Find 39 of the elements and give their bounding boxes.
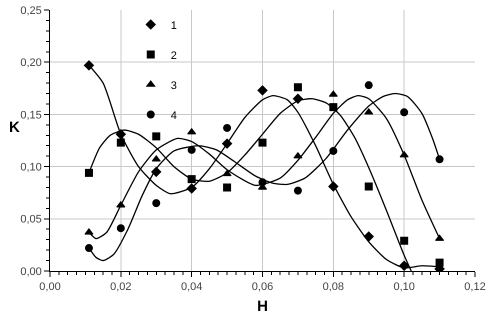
point (258, 138, 266, 147)
point (84, 244, 93, 252)
point (294, 186, 302, 195)
point (84, 168, 93, 177)
y-tick-label: 0,05 (20, 214, 42, 226)
point (400, 108, 408, 116)
point (152, 155, 161, 162)
point (152, 132, 160, 140)
point (84, 60, 94, 70)
point (436, 258, 444, 267)
y-tick-label: 0,25 (20, 4, 42, 17)
point (364, 108, 374, 115)
point (364, 81, 373, 90)
point (294, 83, 302, 92)
x-tick-label: 0,00 (39, 281, 61, 294)
point (400, 236, 408, 245)
x-tick-label: 0,04 (180, 281, 202, 294)
legend-label: 1 (170, 20, 177, 32)
x-tick-label: 0,06 (252, 281, 274, 294)
y-tick-label: 0,00 (20, 266, 42, 278)
y-tick-label: 0,15 (20, 109, 42, 122)
point (116, 224, 125, 232)
x-tick-label: 0,10 (393, 281, 415, 294)
y-tick-label: 0,10 (20, 161, 42, 174)
x-axis-title: H (257, 298, 268, 316)
point (116, 138, 125, 147)
point (152, 199, 160, 208)
x-tick-label: 0,08 (322, 281, 344, 294)
y-axis-title: K (9, 119, 20, 136)
point (223, 124, 232, 132)
point (223, 183, 232, 192)
y-tick-label: 0,20 (20, 57, 42, 70)
point (364, 182, 373, 190)
legend-label: 4 (170, 110, 177, 122)
point (257, 85, 268, 96)
legend-label: 3 (170, 80, 177, 92)
x-tick-label: 0,12 (464, 281, 486, 294)
legend-label: 2 (170, 50, 177, 62)
x-tick-label: 0,02 (110, 281, 132, 294)
